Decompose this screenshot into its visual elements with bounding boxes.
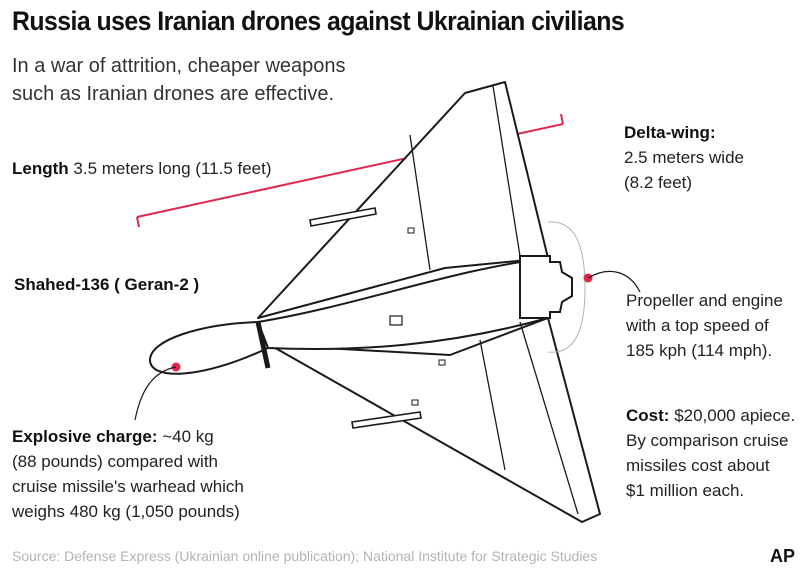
subtitle: In a war of attrition, cheaper weapons s… — [12, 55, 346, 105]
wing-label-line1: 2.5 meters wide — [624, 148, 744, 167]
cost-label-text: $20,000 apiece. — [674, 406, 796, 425]
wing-label-line2: (8.2 feet) — [624, 173, 693, 192]
source-note: Source: Defense Express (Ukrainian onlin… — [12, 548, 598, 564]
propeller-label-line1: Propeller and engine — [626, 291, 783, 310]
explosive-label-line2: (88 pounds) compared with — [12, 452, 219, 471]
propeller-disc — [547, 221, 586, 353]
propeller-label-line3: 185 kph (114 mph). — [626, 341, 773, 360]
explosive-label-line3: cruise missile's warhead which — [12, 477, 244, 496]
drone-right-wing — [269, 317, 601, 523]
explosive-label-text: ~40 kg — [162, 427, 214, 446]
cost-label-line4: $1 million each. — [626, 481, 745, 500]
cost-label-line3: missiles cost about — [626, 456, 770, 475]
headline: Russia uses Iranian drones against Ukrai… — [12, 6, 625, 36]
cost-label-heading: Cost: — [626, 406, 670, 425]
explosive-label-line4: weighs 480 kg (1,050 pounds) — [12, 502, 240, 521]
drone-fin-lower — [351, 411, 422, 429]
cost-label-line2: By comparison cruise — [626, 431, 789, 450]
length-label-heading: Length — [12, 159, 69, 178]
drone-model-label: Shahed-136 ( Geran-2 ) — [14, 275, 200, 294]
ap-credit-logo: AP — [770, 546, 796, 566]
wing-label: Delta-wing: 2.5 meters wide (8.2 feet) — [624, 120, 794, 195]
length-label-text: 3.5 meters long (11.5 feet) — [73, 159, 272, 178]
drone-nose — [148, 320, 270, 375]
propeller-label: Propeller and engine with a top speed of… — [626, 288, 796, 363]
explosive-label: Explosive charge: ~40 kg (88 pounds) com… — [12, 424, 312, 524]
length-label: Length 3.5 meters long (11.5 feet) — [12, 156, 272, 181]
drone-fin-upper — [309, 207, 377, 227]
explosive-label-heading: Explosive charge: — [12, 427, 158, 446]
propeller-label-line2: with a top speed of — [626, 316, 769, 335]
drone-left-wing — [257, 81, 549, 319]
cost-label: Cost: $20,000 apiece. By comparison crui… — [626, 403, 796, 503]
drone-engine — [519, 255, 573, 319]
wing-label-heading: Delta-wing: — [624, 123, 716, 142]
